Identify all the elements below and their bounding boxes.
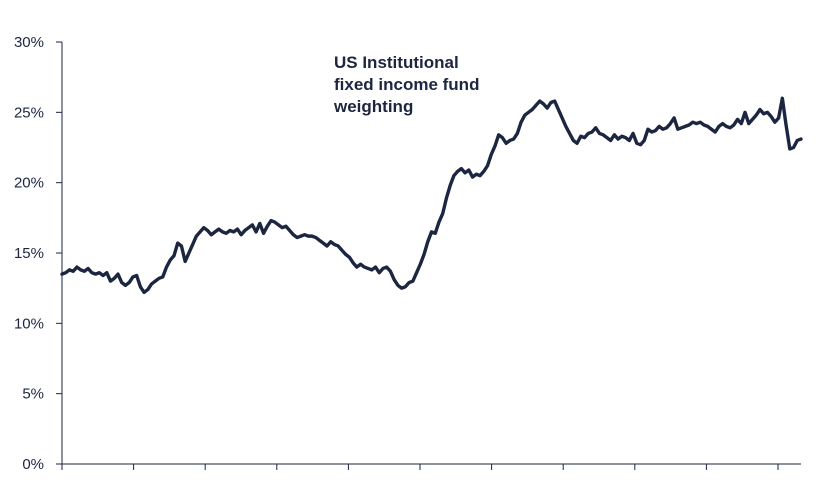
series-line (60, 96, 803, 295)
y-tick-label: 5% (22, 386, 44, 403)
y-axis: 0% 5% 10% 15% 20% 25% 30% (14, 34, 63, 473)
annotation-line: weighting (333, 97, 413, 116)
y-tick-label: 15% (14, 245, 44, 262)
chart-annotation: US Institutional fixed income fund weighti… (333, 53, 479, 116)
y-tick-label: 0% (22, 456, 44, 473)
y-tick-label: 25% (14, 104, 44, 121)
x-axis (61, 463, 801, 470)
y-tick-label: 20% (14, 175, 44, 192)
annotation-line: US Institutional (334, 53, 459, 72)
annotation-line: fixed income fund (334, 75, 479, 94)
y-tick-label: 30% (14, 34, 44, 51)
y-tick-label: 10% (14, 315, 44, 332)
